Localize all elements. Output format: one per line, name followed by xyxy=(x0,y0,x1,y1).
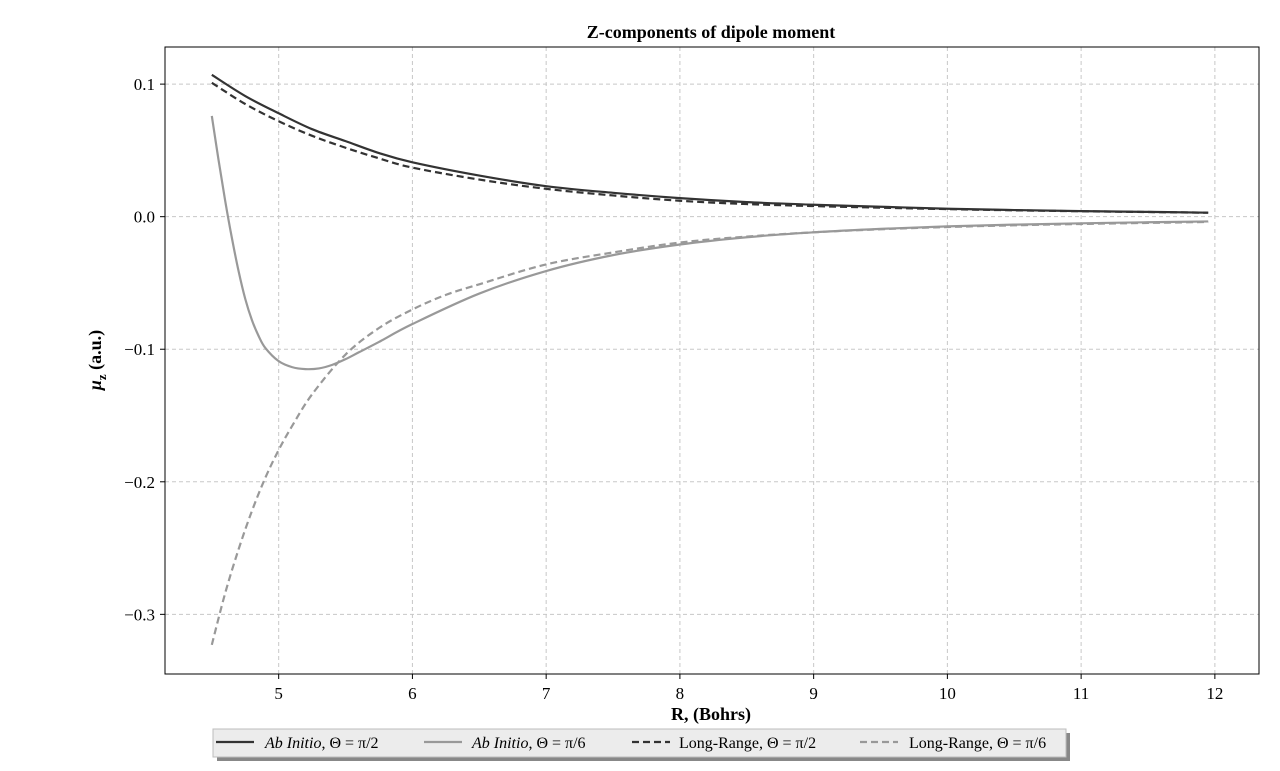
legend-label: Ab Initio, Θ = π/2 xyxy=(264,735,379,752)
x-tick-label: 10 xyxy=(939,684,956,703)
y-tick-label: −0.2 xyxy=(124,473,155,492)
legend-item-3: Long-Range, Θ = π/2 xyxy=(632,735,816,752)
series-line-4 xyxy=(210,220,1209,646)
y-axis-ticks: 0.1 0.0 −0.1 −0.2 −0.3 xyxy=(124,75,165,624)
x-tick-label: 11 xyxy=(1073,684,1089,703)
plot-frame xyxy=(164,46,1260,675)
grid-layer xyxy=(165,47,1259,674)
y-tick-label: −0.1 xyxy=(124,340,155,359)
y-tick-label: −0.3 xyxy=(124,605,155,624)
y-axis-label-unit: (a.u.) xyxy=(85,330,106,375)
series-line-3 xyxy=(211,81,1209,214)
legend-label-italic: Ab Initio xyxy=(471,735,528,752)
y-axis-label: μz (a.u.) xyxy=(85,330,109,391)
legend-label-text: , Θ = π/2 xyxy=(321,735,378,752)
legend-label: Long-Range, Θ = π/2 xyxy=(679,735,816,752)
legend-label-text: Long-Range, Θ = π/2 xyxy=(679,735,816,752)
y-axis-label-symbol: μ xyxy=(85,380,105,391)
legend-label-text: , Θ = π/6 xyxy=(528,735,585,752)
x-axis-ticks: 5 6 7 8 9 10 11 12 xyxy=(274,674,1223,703)
x-axis-label: R, (Bohrs) xyxy=(671,704,751,725)
x-tick-label: 8 xyxy=(676,684,685,703)
legend: Ab Initio, Θ = π/2 Ab Initio, Θ = π/6 Long… xyxy=(212,728,1070,761)
legend-label-text: Long-Range, Θ = π/6 xyxy=(909,735,1046,752)
y-tick-label: 0.0 xyxy=(134,208,155,227)
series-line-1 xyxy=(211,73,1209,214)
series-layer xyxy=(210,73,1209,646)
legend-item-4: Long-Range, Θ = π/6 xyxy=(860,735,1046,752)
y-tick-label: 0.1 xyxy=(134,75,155,94)
legend-label: Long-Range, Θ = π/6 xyxy=(909,735,1046,752)
legend-box xyxy=(212,728,1067,758)
legend-item-2: Ab Initio, Θ = π/6 xyxy=(424,735,586,752)
legend-item-1: Ab Initio, Θ = π/2 xyxy=(216,735,379,752)
y-axis-label-subscript: z xyxy=(94,374,109,380)
x-tick-label: 12 xyxy=(1206,684,1223,703)
x-tick-label: 5 xyxy=(274,684,283,703)
legend-label-italic: Ab Initio xyxy=(264,735,321,752)
legend-items: Ab Initio, Θ = π/2 Ab Initio, Θ = π/6 Long… xyxy=(216,735,1046,752)
chart-title: Z-components of dipole moment xyxy=(587,22,836,42)
x-tick-label: 6 xyxy=(408,684,417,703)
x-tick-label: 7 xyxy=(542,684,551,703)
legend-label: Ab Initio, Θ = π/6 xyxy=(471,735,586,752)
x-tick-label: 9 xyxy=(809,684,818,703)
